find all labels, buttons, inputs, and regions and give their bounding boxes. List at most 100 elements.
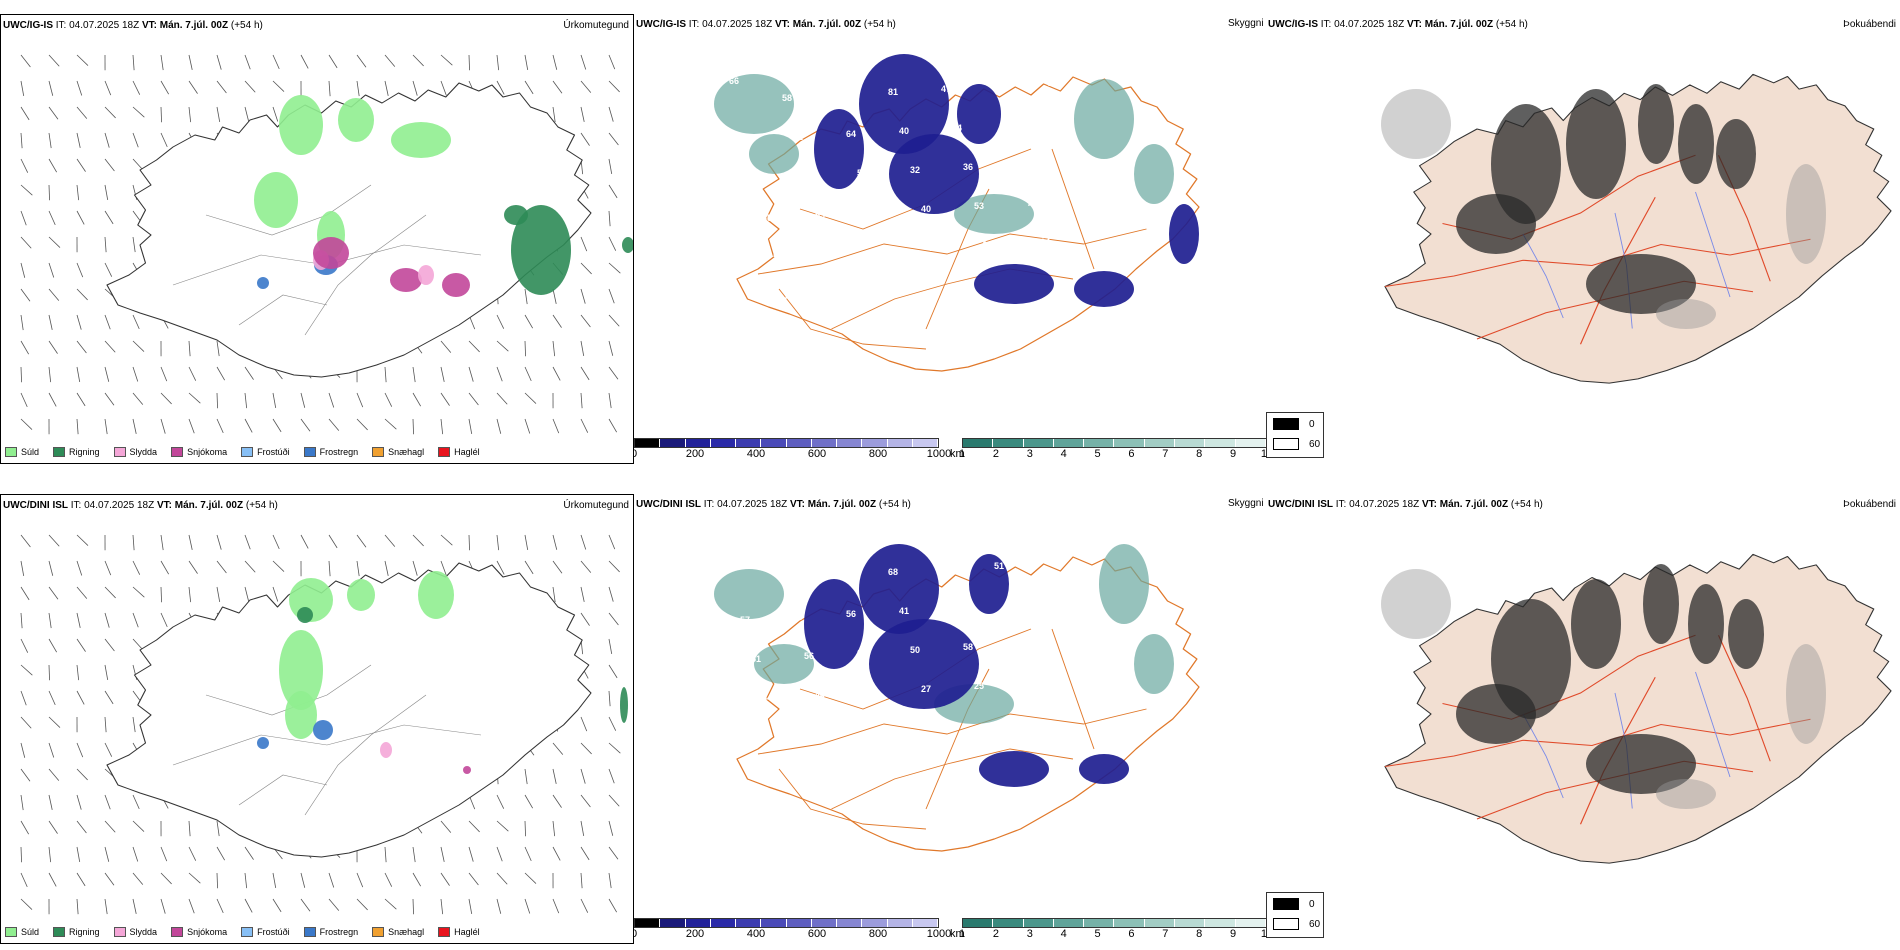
legend-item: Rigning [53, 927, 100, 937]
colorbar-strip [962, 918, 1267, 928]
colorbar-tick-label: 2 [992, 448, 999, 460]
precip-area [622, 237, 633, 253]
panel-variable-label: Þokuábendi [1843, 499, 1896, 510]
panel-variable-label: Úrkomutegund [563, 500, 629, 511]
visibility-value-label: 43 [782, 573, 792, 583]
precip-area [442, 273, 470, 297]
colorbar-tick-label: 7 [1162, 928, 1169, 940]
colorbar-tick-label: 3 [1026, 928, 1033, 940]
legend-item: Rigning [53, 447, 100, 457]
fog-area [1688, 584, 1724, 664]
panel-title: UWC/DINI ISL IT: 04.07.2025 18Z VT: Mán.… [3, 500, 278, 511]
colorbar-tick-label: 1000 [926, 928, 952, 940]
visibility-value-label: 145 [865, 207, 880, 217]
precip-type-map [20, 54, 633, 435]
legend-label: Snjókoma [187, 927, 228, 937]
colorbar-tick-label: 1 [958, 928, 966, 940]
visibility-value-label: 46 [729, 556, 739, 566]
visibility-value-label: 57 [857, 168, 867, 178]
colorbar-tick-label: 400 [746, 448, 766, 460]
visibility-colorbar: 1 2 3 4 5 6 7 8 9 10 km [950, 438, 1268, 462]
visibility-value-label: 41 [899, 606, 909, 616]
fog-area [1571, 579, 1621, 669]
low-visibility-area [714, 569, 784, 619]
legend-label: Snjókoma [187, 447, 228, 457]
precip-area [279, 95, 323, 155]
legend-label: Frostregn [319, 927, 359, 937]
legend-label: Slydda [129, 447, 158, 457]
legend-label: Súld [21, 927, 40, 937]
panel-title: UWC/IG-IS IT: 04.07.2025 18Z VT: Mán. 7.… [3, 20, 263, 31]
precip-area [380, 742, 392, 758]
colorbar-tick-label: 10 [1260, 448, 1268, 460]
colorbar-unit: km [950, 448, 965, 460]
visibility-value-label: 58 [782, 93, 792, 103]
visibility-value-label: 50 [910, 645, 920, 655]
low-visibility-area [1074, 79, 1134, 159]
precip-area [297, 607, 313, 623]
visibility-panel-1: UWC/IG-IS IT: 04.07.2025 18Z VT: Mán. 7.… [634, 14, 1268, 464]
panel-title: UWC/DINI ISL IT: 04.07.2025 18Z VT: Mán.… [636, 499, 911, 510]
colorbar-tick-label: 1000 [926, 448, 952, 460]
low-visibility-area [954, 194, 1034, 234]
visibility-value-label: 54 [762, 693, 772, 703]
visibility-value-label: 58 [773, 252, 783, 262]
visibility-value-label: 81 [888, 87, 898, 97]
fog-area [1643, 564, 1679, 644]
colorbar-tick-label: 0 [634, 448, 637, 460]
legend-item: Frostregn [303, 447, 358, 457]
legend-label: Snæhagl [388, 927, 425, 937]
terrain-cloud-area [814, 109, 864, 189]
low-visibility-area [754, 644, 814, 684]
colorbar-tick-label: 8 [1196, 448, 1203, 460]
precip-area [511, 205, 571, 295]
panel-title: UWC/DINI ISL IT: 04.07.2025 18Z VT: Mán.… [1268, 499, 1543, 510]
fog-area-light [1381, 89, 1451, 159]
visibility-value-label: 59 [1005, 600, 1015, 610]
visibility-value-label: 43 [835, 90, 845, 100]
legend-item: Snjókoma [171, 447, 227, 457]
legend-swatch [171, 927, 184, 937]
fog-legend: 0 60 [1266, 892, 1324, 938]
legend-label: Frostúði [257, 447, 290, 457]
panel-variable-label: Skyggni [1228, 498, 1264, 509]
precip-area [463, 766, 471, 774]
visibility-value-label: 53 [1080, 215, 1090, 225]
visibility-value-label: 66 [729, 76, 739, 86]
visibility-value-label: 57 [994, 81, 1004, 91]
height-colorbar: 02004006008001000m [634, 438, 951, 462]
legend-label: Frostúði [257, 927, 290, 937]
fog-area-light [1786, 644, 1826, 744]
legend-item: Snæhagl [372, 447, 424, 457]
legend-swatch [53, 447, 66, 457]
precip-area [279, 630, 323, 710]
low-visibility-area [1134, 634, 1174, 694]
visibility-value-label: 68 [888, 567, 898, 577]
visibility-value-label: 167 [929, 243, 944, 253]
colorbar-unit: km [950, 928, 965, 940]
colorbar-strip [634, 918, 939, 928]
legend-item: Frostregn [303, 927, 359, 937]
colorbar-tick-label: 9 [1230, 448, 1237, 460]
low-visibility-area [1099, 544, 1149, 624]
colorbar-tick-label: 8 [1196, 928, 1203, 940]
terrain-cloud-area [859, 544, 939, 634]
fog-area-light [1656, 779, 1716, 809]
legend-swatch [303, 447, 316, 457]
fog-area-light [1786, 164, 1826, 264]
visibility-value-label: 45 [762, 213, 772, 223]
precip-type-panel-2: UWC/DINI ISL IT: 04.07.2025 18Z VT: Mán.… [0, 494, 634, 944]
legend-label: Slydda [129, 927, 158, 937]
visibility-map: 66 58 43 81 47 57 68 51 52 64 40 34 33 42 49 53 57 32 36 39… [714, 54, 1200, 372]
legend-swatch [171, 447, 184, 457]
legend-swatch [372, 927, 385, 937]
colorbar-tick-label: 0 [634, 928, 637, 940]
visibility-value-label: 68 [1047, 78, 1057, 88]
visibility-value-label: 58 [963, 642, 973, 652]
visibility-value-label: 50 [952, 603, 962, 613]
legend-label: Rigning [69, 927, 100, 937]
visibility-panel-2: UWC/DINI ISL IT: 04.07.2025 18Z VT: Mán.… [634, 494, 1268, 944]
terrain-cloud-area [869, 619, 979, 709]
legend-swatch [113, 447, 126, 457]
visibility-value-label: 56 [846, 609, 856, 619]
